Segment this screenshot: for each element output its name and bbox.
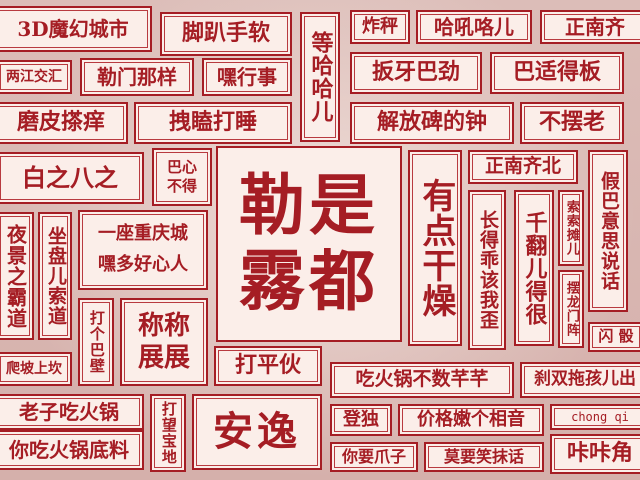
- tile-hei-xing: 嘿行事: [202, 58, 292, 96]
- tile-3d-city: 3D魔幻城市: [0, 6, 152, 52]
- tile-two-rivers: 两江交汇: [0, 60, 72, 94]
- center-main-text: 勒是霧都: [239, 166, 379, 320]
- tile-zheng-nan-top: 正南齐: [540, 10, 640, 44]
- tile-chong-qing-pinyin: chong qi: [550, 404, 640, 430]
- tile-wait: 等哈哈儿: [300, 12, 340, 142]
- tile-mo-yao: 莫要笑抹话: [424, 442, 544, 472]
- tile-suo-suo: 索索摊儿: [558, 190, 584, 266]
- tile-da-ping-huo: 打平伙: [214, 346, 322, 386]
- tile-zha-cheng: 炸秤: [350, 10, 410, 44]
- tile-ni-yao: 你要爪子: [330, 442, 418, 472]
- tile-jia-ge: 价格嫩个相音: [398, 404, 544, 436]
- tile-zhang-de: 长得乖该我歪: [468, 190, 506, 350]
- tile-zheng-nan-qi-bei: 正南齐北: [468, 150, 578, 184]
- tile-deng-du: 登独: [330, 404, 392, 436]
- tile-mo-pi: 磨皮搽痒: [0, 102, 128, 144]
- tile-cheng-cheng-text: 称称展展: [137, 310, 190, 374]
- tile-da-wang: 打望宝地: [150, 394, 186, 472]
- tile-ba-xin-text: 巴心不得: [166, 158, 197, 195]
- tile-ba-shi: 巴适得板: [490, 52, 624, 94]
- tile-bai-zhi: 白之八之: [0, 152, 144, 204]
- tile-jia-ba: 假巴意思说话: [588, 150, 628, 312]
- tile-shan-tou: 闪 骰: [588, 322, 640, 352]
- tile-city-line1: 一座重庆城: [98, 223, 188, 245]
- tile-bai-long: 摆龙门阵: [558, 270, 584, 348]
- tile-bu-bai-lao: 不摆老: [520, 102, 624, 144]
- tile-zuo-pan: 坐盘儿索道: [38, 212, 72, 340]
- tile-ban-ya: 扳牙巴劲: [350, 52, 482, 94]
- tile-le-men: 勒门那样: [80, 58, 194, 96]
- tile-pa-po: 爬坡上坎: [0, 352, 72, 386]
- tile-zhuai-ke: 拽瞌打睡: [134, 102, 292, 144]
- tile-ka-ka: 咔咔角: [550, 434, 640, 474]
- tile-ni-chi: 你吃火锅底料: [0, 430, 144, 470]
- tile-da-ge: 打个巴壁: [78, 298, 114, 386]
- tile-cheng-cheng: 称称展展: [120, 298, 208, 386]
- tile-jiefangbei: 解放碑的钟: [350, 102, 514, 144]
- tile-ha-hou: 哈吼咯儿: [416, 10, 532, 44]
- tile-ye-jing: 夜景之霸道: [0, 212, 34, 340]
- tile-you-dian: 有点干燥: [408, 150, 462, 346]
- tile-tired: 脚趴手软: [160, 12, 292, 56]
- tile-qian-fan: 千翻儿得很: [514, 190, 554, 346]
- tile-sha-shuang: 刹双拖孩儿出: [520, 362, 640, 398]
- tile-city-line2: 嘿多好心人: [98, 254, 188, 275]
- tile-chongqing-city: 一座重庆城 嘿多好心人: [78, 210, 208, 290]
- center-main-title: 勒是霧都: [216, 146, 402, 342]
- tile-lao-zi: 老子吃火锅: [0, 394, 144, 430]
- tile-ba-xin: 巴心不得: [152, 148, 212, 206]
- tile-an-yi: 安逸: [192, 394, 322, 470]
- tile-chi-huo-guo: 吃火锅不数芊芊: [330, 362, 514, 398]
